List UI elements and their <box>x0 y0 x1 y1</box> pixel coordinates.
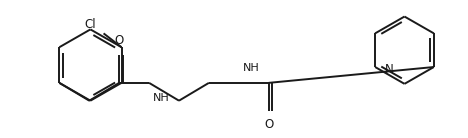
Text: N: N <box>385 63 394 75</box>
Text: NH: NH <box>153 93 170 103</box>
Text: O: O <box>115 34 124 47</box>
Text: Cl: Cl <box>84 18 95 31</box>
Text: O: O <box>264 119 273 132</box>
Text: NH: NH <box>243 63 260 73</box>
